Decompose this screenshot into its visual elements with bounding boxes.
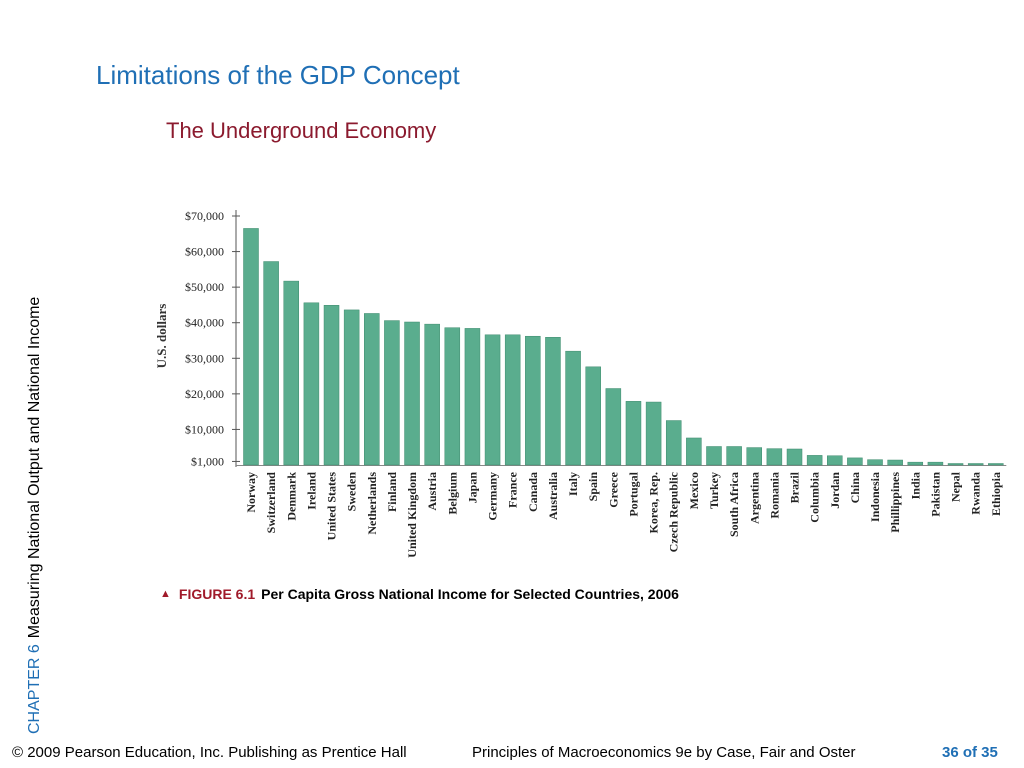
bar: [263, 261, 279, 466]
bar: [706, 446, 722, 466]
x-tick-label: Romania: [767, 472, 781, 519]
bar: [464, 328, 481, 466]
x-tick-label: Germany: [486, 472, 500, 521]
y-tick-label: $60,000: [185, 245, 224, 259]
bar: [726, 446, 742, 466]
bar: [243, 228, 259, 466]
y-tick-label: $50,000: [185, 280, 224, 294]
bar: [585, 366, 601, 466]
x-tick-label: Ethiopia: [989, 472, 1003, 516]
bar: [484, 334, 501, 466]
x-tick-label: Australia: [546, 472, 560, 520]
x-tick-label: Norway: [244, 472, 258, 513]
bar: [384, 320, 400, 466]
x-tick-label: Phillippines: [888, 472, 902, 533]
x-tick-label: Columbia: [808, 472, 822, 523]
x-tick-label: Korea, Rep.: [647, 472, 661, 533]
x-tick-label: Rwanda: [969, 472, 983, 515]
x-tick-label: Netherlands: [365, 472, 379, 535]
x-tick-label: Nepal: [949, 471, 963, 502]
x-tick-label: United Kingdom: [405, 472, 419, 558]
y-tick-label: $20,000: [185, 387, 224, 401]
x-tick-label: Mexico: [687, 472, 701, 509]
bar: [887, 459, 903, 466]
slide-title: Limitations of the GDP Concept: [96, 60, 460, 90]
bar: [847, 457, 863, 466]
x-tick-label: Finland: [385, 472, 399, 512]
bar: [424, 323, 440, 466]
y-tick-label: $30,000: [185, 351, 224, 365]
x-tick-label: Ireland: [304, 472, 318, 510]
figure-number: FIGURE 6.1: [178, 586, 256, 602]
y-tick-label: $40,000: [185, 316, 224, 330]
bar: [665, 420, 682, 466]
x-tick-label: Sweden: [345, 472, 359, 512]
slide-subtitle: The Underground Economy: [166, 118, 437, 143]
bar: [343, 309, 360, 466]
x-tick-label: Argentina: [747, 472, 761, 524]
chart-bars: [243, 228, 1004, 466]
page-number: 36 of 35: [942, 744, 998, 761]
chart-axes: [232, 210, 1007, 467]
y-tick-label: $1,000: [191, 454, 224, 468]
bar: [323, 305, 340, 466]
x-tick-label: Pakistan: [928, 472, 942, 517]
x-tick-label: India: [908, 472, 922, 499]
bar: [827, 455, 843, 466]
bar: [988, 463, 1004, 466]
x-tick-label: Czech Republic: [667, 471, 681, 552]
bar: [625, 401, 642, 466]
x-tick-label: Denmark: [284, 472, 298, 521]
x-tick-label: Spain: [586, 472, 600, 502]
bar: [605, 388, 622, 466]
bar: [364, 313, 380, 466]
bar: [947, 463, 964, 466]
bar: [545, 337, 561, 466]
x-tick-label: Canada: [526, 472, 540, 512]
bar: [404, 321, 420, 466]
bar: [525, 335, 541, 466]
x-tick-label: Italy: [566, 472, 580, 496]
figure-caption: ▲ FIGURE 6.1 Per Capita Gross National Inc…: [160, 586, 679, 602]
x-tick-label: Brazil: [788, 471, 802, 503]
bar: [444, 327, 461, 466]
chart-labels: $1,000 $10,000 $20,000 $30,000 $40,000 $50,00…: [154, 209, 1003, 558]
x-tick-label: Austria: [425, 472, 439, 511]
x-tick-label: South Africa: [727, 472, 741, 537]
triangle-icon: ▲: [160, 588, 171, 600]
figure-title: Per Capita Gross National Income for Sel…: [261, 586, 679, 602]
bar: [645, 401, 662, 466]
bar: [303, 302, 320, 466]
bar: [686, 437, 702, 466]
bar: [907, 461, 924, 466]
bar: [967, 463, 984, 466]
bar: [746, 447, 762, 466]
y-tick-label: $70,000: [185, 209, 224, 223]
x-tick-label: France: [506, 471, 520, 508]
bar: [504, 334, 521, 466]
x-tick-label: Belgium: [445, 472, 459, 515]
bar: [786, 448, 803, 466]
y-tick-label: $10,000: [185, 422, 224, 436]
bar: [806, 455, 823, 466]
footer-copyright: © 2009 Pearson Education, Inc. Publishin…: [12, 744, 407, 761]
footer-book-title: Principles of Macroeconomics 9e by Case,…: [472, 744, 856, 761]
x-tick-label: Indonesia: [868, 472, 882, 522]
x-tick-label: Portugal: [626, 471, 640, 516]
x-tick-label: Greece: [606, 471, 620, 507]
bar: [766, 448, 783, 466]
x-tick-label: Japan: [465, 472, 479, 504]
x-tick-label: Jordan: [828, 472, 842, 509]
x-tick-label: United States: [325, 472, 339, 541]
x-tick-label: China: [848, 472, 862, 503]
y-axis-label: U.S. dollars: [154, 304, 169, 369]
bar: [283, 280, 300, 466]
bar: [867, 459, 883, 466]
x-tick-label: Switzerland: [264, 472, 278, 534]
bar: [927, 461, 944, 466]
x-tick-label: Turkey: [707, 472, 721, 509]
bar: [565, 350, 581, 466]
